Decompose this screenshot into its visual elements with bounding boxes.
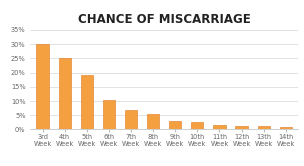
Bar <box>169 121 181 129</box>
Bar <box>103 100 115 129</box>
Title: CHANCE OF MISCARRIAGE: CHANCE OF MISCARRIAGE <box>78 13 250 26</box>
Bar <box>236 126 248 129</box>
Bar <box>36 44 49 129</box>
Bar <box>147 114 159 129</box>
Bar <box>280 127 292 129</box>
Bar <box>81 75 93 129</box>
Bar <box>213 125 226 129</box>
Bar <box>257 126 270 129</box>
Bar <box>125 110 137 129</box>
Bar <box>59 58 71 129</box>
Bar <box>191 122 203 129</box>
